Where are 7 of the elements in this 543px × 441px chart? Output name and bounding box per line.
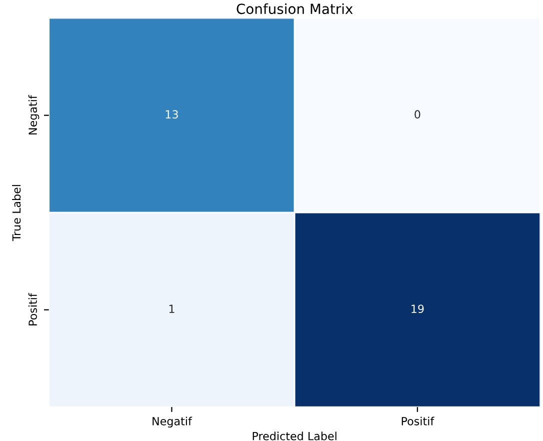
x-axis-title: Predicted Label — [252, 432, 336, 440]
y-axis-title: True Label — [12, 185, 21, 242]
data-label: 1 — [169, 304, 174, 313]
data-label: 0 — [414, 110, 420, 119]
chart-title: Confusion Matrix — [236, 3, 353, 14]
data-label: 13 — [166, 110, 178, 119]
data-label: 19 — [412, 304, 424, 314]
